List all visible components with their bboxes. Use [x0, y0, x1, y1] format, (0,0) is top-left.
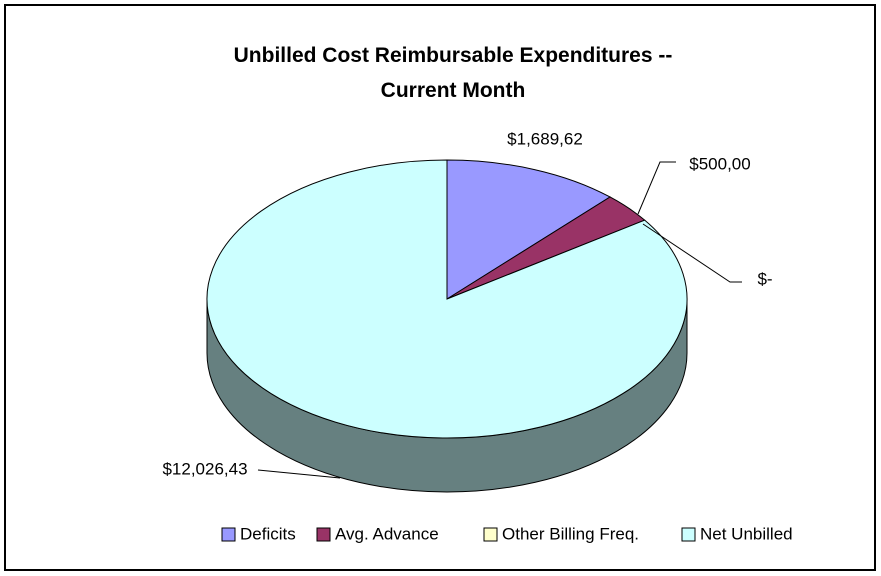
data-label: $500,00 — [689, 154, 750, 173]
data-label: $1,689,62 — [507, 129, 583, 148]
legend-label: Avg. Advance — [335, 524, 439, 543]
data-label: $12,026,43 — [162, 459, 247, 478]
legend-label: Deficits — [240, 524, 296, 543]
legend-label: Net Unbilled — [700, 524, 793, 543]
data-label: $- — [757, 269, 772, 288]
chart-title: Unbilled Cost Reimbursable Expenditures … — [233, 44, 673, 102]
leader-line — [257, 469, 341, 479]
leader-line — [642, 223, 742, 283]
legend-swatch — [316, 527, 331, 542]
slice — [446, 159, 612, 300]
legend-swatch — [221, 527, 236, 542]
legend-swatch — [681, 527, 696, 542]
legend-label: Other Billing Freq. — [502, 524, 639, 543]
legend-swatch — [483, 527, 498, 542]
leader-line — [637, 161, 676, 215]
slice — [206, 159, 688, 439]
